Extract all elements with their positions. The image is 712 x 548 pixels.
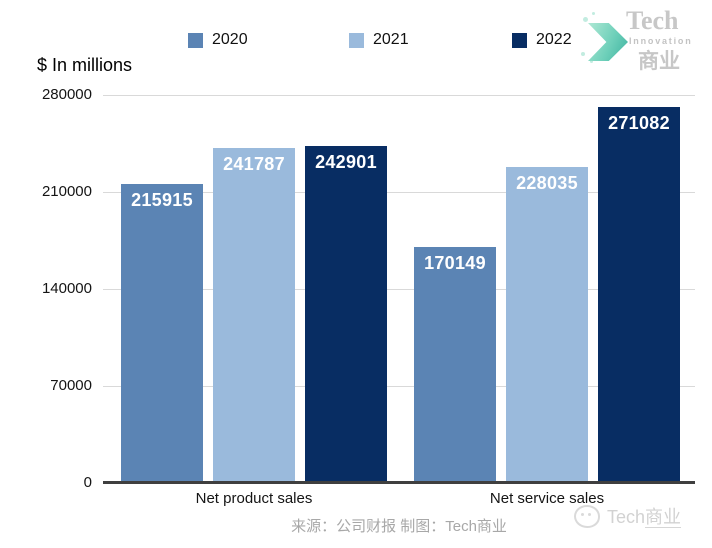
watermark-suffix: 商业 — [645, 507, 682, 528]
watermark-text: Tech商业 — [607, 503, 682, 529]
watermark-prefix: Tech — [607, 507, 646, 527]
footer-watermark: Tech商业 — [574, 503, 682, 529]
bar-2021-net-product-sales: 241787 — [213, 147, 295, 483]
legend-swatch-2022 — [512, 32, 527, 48]
logo-speckle — [590, 60, 593, 63]
bar-value-label: 271082 — [608, 113, 670, 134]
legend-label-2021: 2021 — [373, 31, 409, 48]
y-tick-label-210000: 210000 — [41, 183, 92, 200]
y-tick-label-70000: 70000 — [50, 377, 92, 394]
y-tick-label-280000: 280000 — [41, 86, 92, 103]
y-tick-label-140000: 140000 — [41, 280, 92, 297]
bar-2020-net-service-sales: 170149 — [414, 247, 496, 483]
bar-2021-net-service-sales: 228035 — [506, 167, 588, 483]
legend-label-2020: 2020 — [212, 31, 248, 48]
category-label-net-service-sales: Net service sales — [489, 490, 605, 507]
gridline-140000 — [103, 288, 695, 290]
units-label: $ In millions — [37, 55, 133, 75]
gridline-210000 — [103, 191, 695, 193]
x-axis-line — [103, 481, 695, 484]
legend-swatch-2021 — [349, 32, 364, 48]
legend-item-2022: 2022 — [512, 31, 572, 49]
bar-value-label: 228035 — [516, 173, 578, 193]
source-note: 来源：公司财报 制图：Tech商业 — [291, 518, 507, 535]
mascot-icon — [574, 504, 600, 528]
logo-speckle — [592, 12, 595, 15]
logo-speckle — [581, 52, 585, 56]
bar-value-label: 215915 — [131, 189, 193, 210]
bar-value-label: 242901 — [315, 152, 377, 173]
logo-cn-name: 商业 — [638, 50, 680, 73]
bar-2020-net-product-sales: 215915 — [121, 183, 203, 483]
bar-value-label: 241787 — [223, 153, 285, 174]
logo-wordmark: Tech — [626, 6, 679, 35]
logo-chevron-icon — [588, 23, 628, 61]
category-label-net-product-sales: Net product sales — [195, 490, 313, 507]
logo-subtitle: Innovation — [629, 36, 693, 46]
bar-2022-net-product-sales: 242901 — [305, 146, 387, 483]
logo-speckle — [583, 17, 588, 22]
gridline-280000 — [103, 94, 695, 96]
legend-label-2022: 2022 — [536, 31, 572, 48]
legend-item-2020: 2020 — [188, 31, 248, 49]
bar-2022-net-service-sales: 271082 — [598, 107, 680, 483]
legend-swatch-2020 — [188, 32, 203, 48]
legend-item-2021: 2021 — [349, 31, 409, 49]
y-tick-label-0: 0 — [83, 474, 92, 491]
bar-value-label: 170149 — [424, 253, 486, 274]
gridline-70000 — [103, 385, 695, 387]
